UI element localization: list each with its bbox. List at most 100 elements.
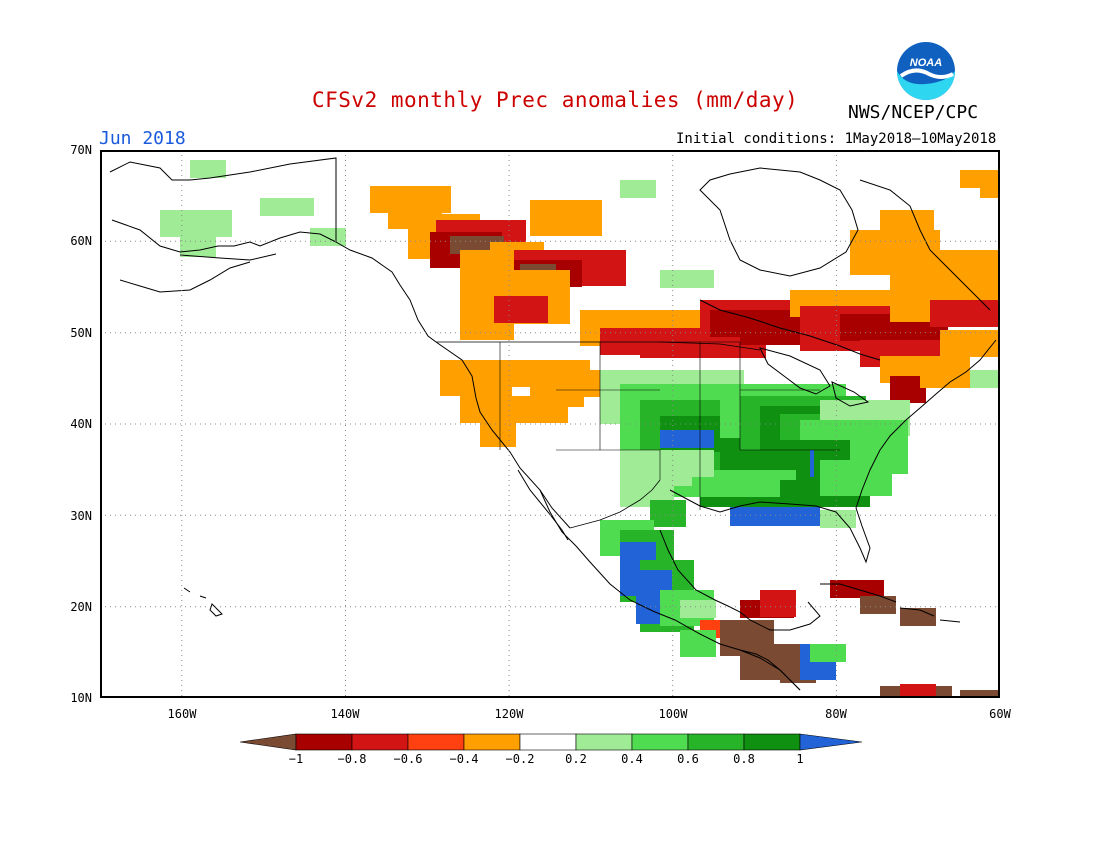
anomaly-cell [808, 290, 817, 299]
anomaly-cell [862, 299, 871, 308]
anomaly-cell [180, 239, 189, 248]
anomaly-cell [478, 322, 487, 331]
anomaly-cell [566, 209, 575, 218]
anomaly-cell [485, 369, 494, 378]
anomaly-cell [720, 420, 729, 429]
anomaly-cell [982, 270, 991, 279]
anomaly-cell [450, 245, 459, 254]
anomaly-cell [530, 218, 539, 227]
anomaly-cell [715, 479, 724, 488]
anomaly-cell [724, 479, 733, 488]
anomaly-cell [530, 227, 539, 236]
anomaly-cell [778, 590, 787, 599]
anomaly-cell [890, 295, 899, 304]
colorbar-bin [295, 733, 353, 751]
anomaly-cell [620, 459, 629, 468]
anomaly-cell [629, 530, 638, 539]
anomaly-cell [735, 379, 744, 388]
anomaly-cell [756, 459, 765, 468]
anomaly-cell [869, 340, 878, 349]
anomaly-cell [958, 339, 967, 348]
anomaly-cell [917, 304, 926, 313]
anomaly-cell [742, 470, 751, 479]
anomaly-cell [517, 242, 526, 251]
anomaly-cell [525, 279, 534, 288]
anomaly-cell [803, 396, 812, 405]
anomaly-cell [469, 250, 478, 259]
anomaly-cell [928, 288, 937, 297]
anomaly-cell [783, 384, 792, 393]
anomaly-cell [710, 319, 719, 328]
anomaly-cell [769, 470, 778, 479]
anomaly-cell [199, 160, 208, 169]
anomaly-cell [792, 459, 801, 468]
anomaly-cell [800, 315, 809, 324]
anomaly-cell [697, 479, 706, 488]
anomaly-cell [495, 236, 504, 245]
anomaly-cell [287, 198, 296, 207]
anomaly-cell [534, 288, 543, 297]
anomaly-cell [843, 498, 852, 507]
anomaly-cell [187, 210, 196, 219]
anomaly-cell [660, 439, 669, 448]
anomaly-cell [859, 239, 868, 248]
anomaly-cell [636, 520, 645, 529]
anomaly-cell [480, 429, 489, 438]
anomaly-cell [496, 396, 505, 405]
anomaly-cell [975, 300, 984, 309]
anomaly-cell [207, 230, 216, 239]
anomaly-cell [530, 398, 539, 407]
anomaly-cell [970, 379, 979, 388]
anomaly-cell [514, 396, 523, 405]
anomaly-cell [536, 360, 545, 369]
anomaly-cell [818, 324, 827, 333]
anomaly-cell [939, 323, 948, 332]
anomaly-cell [698, 630, 707, 639]
anomaly-cell [837, 384, 846, 393]
anomaly-cell [709, 620, 718, 629]
anomaly-cell [943, 365, 952, 374]
anomaly-cell [676, 340, 685, 349]
anomaly-cell [989, 180, 998, 189]
anomaly-cell [554, 250, 563, 259]
anomaly-cell [539, 389, 548, 398]
anomaly-cell [696, 270, 705, 279]
anomaly-cell [817, 299, 826, 308]
anomaly-cell [819, 653, 828, 662]
anomaly-cell [790, 299, 799, 308]
anomaly-cell [503, 387, 512, 396]
anomaly-cell [901, 400, 910, 409]
anomaly-cell [776, 327, 785, 336]
anomaly-cell [896, 349, 905, 358]
anomaly-cell [654, 597, 663, 606]
colorbar-tick-label: 0.6 [677, 752, 699, 766]
anomaly-cell [208, 160, 217, 169]
anomaly-cell [967, 330, 976, 339]
anomaly-cell [328, 228, 337, 237]
anomaly-cell [818, 306, 827, 315]
anomaly-cell [406, 195, 415, 204]
anomaly-cell [742, 479, 751, 488]
anomaly-cell [609, 406, 618, 415]
anomaly-cell [572, 360, 581, 369]
anomaly-cell [485, 378, 494, 387]
anomaly-cell [794, 327, 803, 336]
anomaly-cell [883, 409, 892, 418]
anomaly-cell [919, 297, 928, 306]
anomaly-cell [921, 323, 930, 332]
anomaly-cell [640, 349, 649, 358]
anomaly-cell [809, 306, 818, 315]
anomaly-cell [749, 653, 758, 662]
anomaly-cell [838, 519, 847, 528]
anomaly-cell [894, 332, 903, 341]
anomaly-cell [720, 620, 729, 629]
anomaly-cell [698, 609, 707, 618]
anomaly-cell [909, 684, 918, 693]
anomaly-cell [765, 459, 774, 468]
anomaly-cell [629, 189, 638, 198]
anomaly-cell [853, 299, 862, 308]
anomaly-cell [694, 340, 703, 349]
anomaly-cell [444, 214, 453, 223]
anomaly-cell [190, 160, 199, 169]
anomaly-cell [636, 606, 645, 615]
